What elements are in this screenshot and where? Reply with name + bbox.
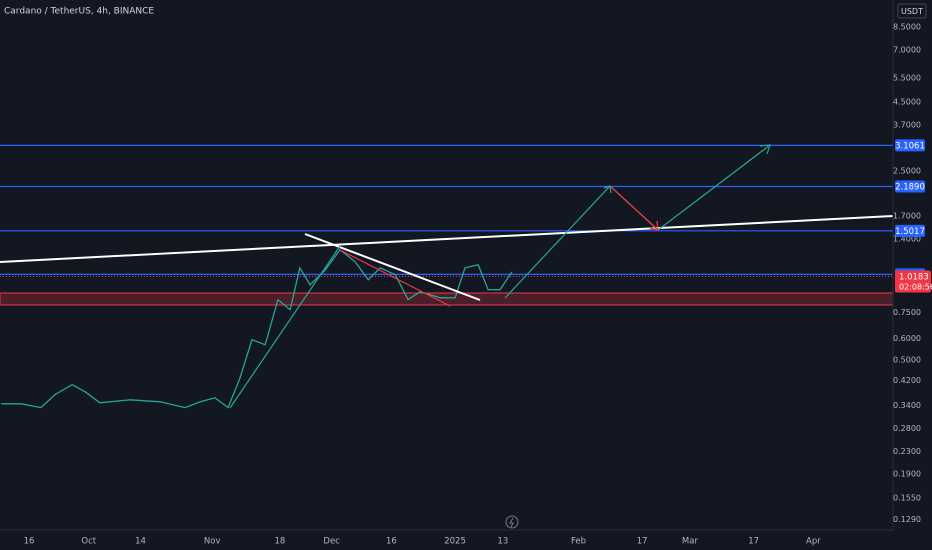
replay-icon[interactable] bbox=[505, 515, 519, 529]
price-line bbox=[1, 248, 513, 409]
y-tick-label: 5.5000 bbox=[893, 74, 921, 83]
replay-icon-bolt bbox=[509, 517, 514, 528]
y-tick-label: 0.6000 bbox=[893, 334, 921, 343]
x-tick-label: 16 bbox=[386, 537, 397, 547]
countdown: 02:08:56 bbox=[899, 283, 932, 292]
x-tick-label: Feb bbox=[571, 537, 586, 547]
arrow bbox=[229, 245, 341, 409]
y-tick-label: 0.3400 bbox=[893, 401, 921, 410]
y-tick-label: 7.0000 bbox=[893, 45, 921, 54]
y-tick-label: 4.5000 bbox=[893, 97, 921, 106]
x-tick-label: 14 bbox=[135, 537, 146, 547]
currency-box bbox=[897, 3, 927, 19]
support-zone bbox=[0, 292, 894, 306]
level-tag-label: 2.1890 bbox=[895, 183, 925, 193]
y-tick-label: 0.2800 bbox=[893, 424, 921, 433]
x-tick-label: 17 bbox=[748, 537, 759, 547]
y-tick-label: 0.1550 bbox=[893, 493, 921, 502]
x-tick-label: 17 bbox=[637, 537, 648, 547]
x-tick-label: 16 bbox=[24, 537, 35, 547]
level-tag bbox=[895, 180, 925, 193]
x-tick-label: Apr bbox=[806, 537, 821, 547]
level-tag bbox=[895, 224, 925, 237]
last-price-label: 1.0183 bbox=[899, 273, 929, 283]
last-price-tag bbox=[895, 270, 931, 293]
x-tick-label: 2025 bbox=[444, 537, 466, 547]
y-tick-label: 8.5000 bbox=[893, 22, 921, 31]
level-tag bbox=[895, 139, 925, 152]
arrow-head bbox=[603, 185, 612, 194]
y-tick-label: 0.7500 bbox=[893, 308, 921, 317]
level-tag-label: 3.1061 bbox=[895, 141, 925, 151]
arrow-head bbox=[649, 220, 659, 231]
x-tick-label: Dec bbox=[323, 537, 340, 547]
y-tick-label: 0.5000 bbox=[893, 356, 921, 365]
trend-line bbox=[0, 215, 894, 263]
y-tick-label: 0.1290 bbox=[893, 515, 921, 524]
y-tick-label: 1.4000 bbox=[893, 235, 921, 244]
price bbox=[1, 248, 513, 409]
y-tick-label: 3.7000 bbox=[893, 120, 921, 129]
y-tick-label: 2.5000 bbox=[893, 166, 921, 175]
chart-title: Cardano / TetherUS, 4h, BINANCE bbox=[4, 7, 154, 17]
currency: USDT bbox=[901, 7, 923, 16]
arrow bbox=[609, 185, 659, 231]
x-tick-label: Mar bbox=[682, 537, 699, 547]
x-tick-label: Nov bbox=[204, 537, 221, 547]
x-tick-label: Oct bbox=[81, 537, 96, 547]
axes: 8.5000 7.0000 5.5000 4.5000 3.7000 2.5000 1.70… bbox=[24, 22, 921, 546]
y-tick-label: 0.4200 bbox=[893, 376, 921, 385]
arrow-head bbox=[759, 144, 771, 155]
levels bbox=[0, 144, 893, 278]
x-tick-label: 13 bbox=[497, 537, 508, 547]
level-tag-label: 1.5017 bbox=[895, 227, 925, 237]
trend-line bbox=[304, 233, 481, 301]
arrow bbox=[339, 249, 451, 307]
drawings bbox=[0, 144, 894, 409]
y-tick-label: 0.1900 bbox=[893, 469, 921, 478]
y-tick-label: 0.2300 bbox=[893, 447, 921, 456]
y-tick-label: 1.7000 bbox=[893, 212, 921, 221]
x-tick-label: 18 bbox=[274, 537, 285, 547]
